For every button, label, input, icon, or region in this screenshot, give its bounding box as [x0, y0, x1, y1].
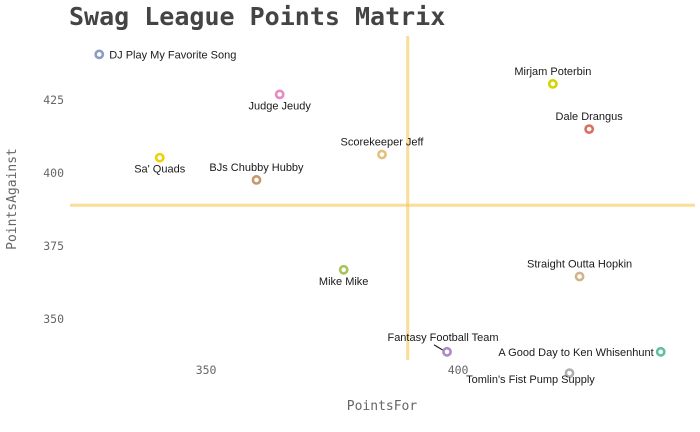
y-tick-label: 375	[43, 239, 64, 253]
data-point	[94, 49, 105, 60]
point-label: Mike Mike	[319, 276, 369, 288]
data-point	[442, 346, 452, 357]
data-point	[584, 124, 595, 135]
point-label: Dale Drangus	[556, 111, 624, 123]
data-point	[154, 152, 165, 163]
point-label: Sa' Quads	[134, 164, 186, 176]
label-connector	[433, 344, 445, 352]
x-axis-ticks: 350 400	[196, 363, 469, 377]
point-label: DJ Play My Favorite Song	[109, 49, 236, 61]
point-label: Scorekeeper Jeff	[341, 137, 425, 149]
x-tick-label: 400	[448, 363, 469, 377]
point-labels: DJ Play My Favorite Song Judge Jeudy Sa' Q…	[109, 49, 653, 386]
point-label: A Good Day to Ken Whisenhunt	[498, 347, 653, 359]
y-axis-ticks: 350 375 400 425	[43, 93, 64, 326]
data-point	[564, 368, 575, 379]
data-point	[274, 89, 285, 100]
reference-lines	[70, 36, 695, 360]
data-point	[251, 175, 262, 185]
y-tick-label: 350	[43, 312, 64, 326]
point-label: BJs Chubby Hubby	[209, 162, 304, 174]
point-label: Fantasy Football Team	[387, 332, 498, 344]
y-axis-label: PointsAgainst	[5, 148, 20, 250]
point-label: Mirjam Poterbin	[514, 66, 591, 78]
data-point	[574, 271, 585, 282]
point-label: Tomlin's Fist Pump Supply	[466, 374, 595, 386]
label-connectors	[433, 344, 445, 352]
data-point	[338, 264, 349, 275]
data-point	[655, 346, 666, 357]
data-point	[547, 78, 558, 89]
data-points	[94, 49, 666, 379]
x-axis-label: PointsFor	[347, 399, 418, 414]
point-label: Judge Jeudy	[248, 100, 311, 112]
point-label: Straight Outta Hopkin	[527, 259, 632, 271]
y-tick-label: 400	[43, 166, 64, 180]
chart-title: Swag League Points Matrix	[69, 2, 445, 31]
y-tick-label: 425	[43, 93, 64, 107]
data-point	[377, 149, 387, 160]
x-tick-label: 350	[196, 363, 217, 377]
